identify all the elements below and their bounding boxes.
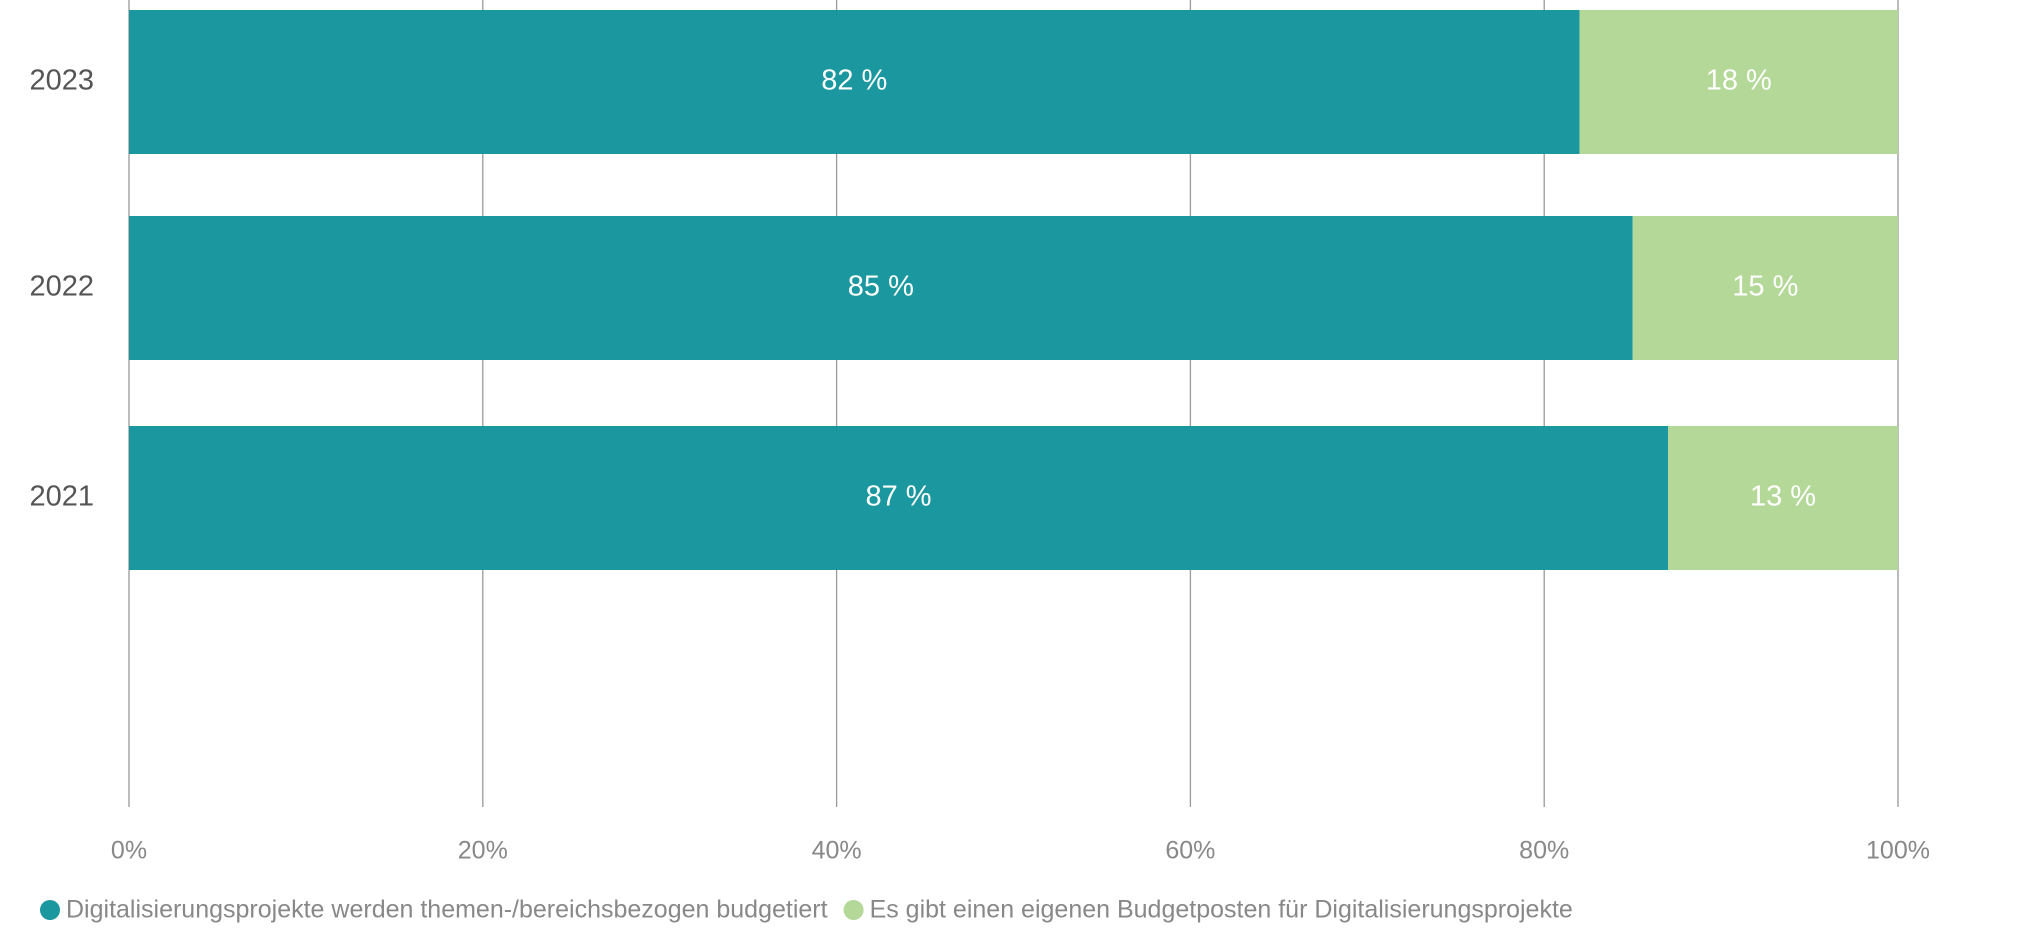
x-tick-label: 60% bbox=[1165, 837, 1215, 865]
y-tick-label: 2022 bbox=[29, 271, 94, 303]
data-label: 18 % bbox=[1706, 65, 1772, 97]
data-label: 85 % bbox=[848, 271, 914, 303]
bar-segment bbox=[129, 426, 1669, 570]
data-label: 15 % bbox=[1732, 271, 1798, 303]
legend-label: Digitalisierungsprojekte werden themen-/… bbox=[66, 896, 828, 924]
data-label: 87 % bbox=[865, 481, 931, 513]
x-tick-label: 20% bbox=[458, 837, 508, 865]
bar-segment bbox=[129, 216, 1633, 360]
bar-segment bbox=[1579, 10, 1898, 154]
data-label: 82 % bbox=[821, 65, 887, 97]
legend-marker bbox=[843, 900, 864, 920]
y-tick-label: 2021 bbox=[29, 481, 94, 513]
x-tick-label: 0% bbox=[111, 837, 147, 865]
x-tick-label: 100% bbox=[1866, 837, 1930, 865]
bar-segment bbox=[1668, 426, 1898, 570]
x-tick-label: 80% bbox=[1519, 837, 1569, 865]
data-label: 13 % bbox=[1750, 481, 1816, 513]
legend-label: Es gibt einen eigenen Budgetposten für D… bbox=[870, 896, 1573, 924]
legend-marker bbox=[40, 900, 60, 920]
x-tick-label: 40% bbox=[812, 837, 862, 865]
bar-segment bbox=[129, 10, 1580, 154]
bar-segment bbox=[1632, 216, 1898, 360]
y-tick-label: 2023 bbox=[29, 65, 94, 97]
